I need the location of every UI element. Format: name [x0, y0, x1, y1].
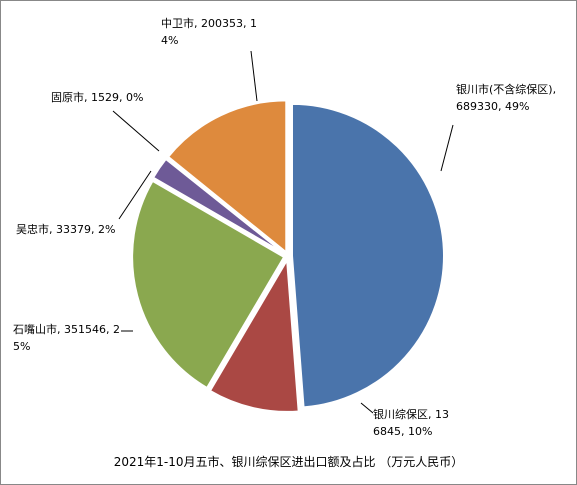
pie-slice	[164, 156, 286, 255]
pie-slice	[166, 99, 288, 255]
data-label: 吴忠市, 33379, 2%	[16, 221, 126, 238]
data-label: 银川市(不含综保区), 689330, 49%	[456, 81, 561, 115]
data-label: 石嘴山市, 351546, 25%	[13, 321, 121, 355]
leader-line	[360, 402, 374, 414]
data-label: 中卫市, 200353, 14%	[161, 15, 261, 49]
chart-title: 2021年1-10月五市、银川综保区进出口额及占比 （万元人民币）	[113, 455, 464, 469]
leader-line	[440, 124, 454, 172]
pie-slice	[290, 102, 445, 409]
leader-line	[118, 170, 152, 220]
data-label: 固原市, 1529, 0%	[51, 89, 161, 106]
leader-line	[112, 110, 160, 152]
pie-slice	[131, 179, 286, 390]
pie-slice	[208, 256, 300, 413]
leader-line	[250, 50, 258, 102]
data-label: 银川综保区, 136845, 10%	[373, 406, 453, 440]
